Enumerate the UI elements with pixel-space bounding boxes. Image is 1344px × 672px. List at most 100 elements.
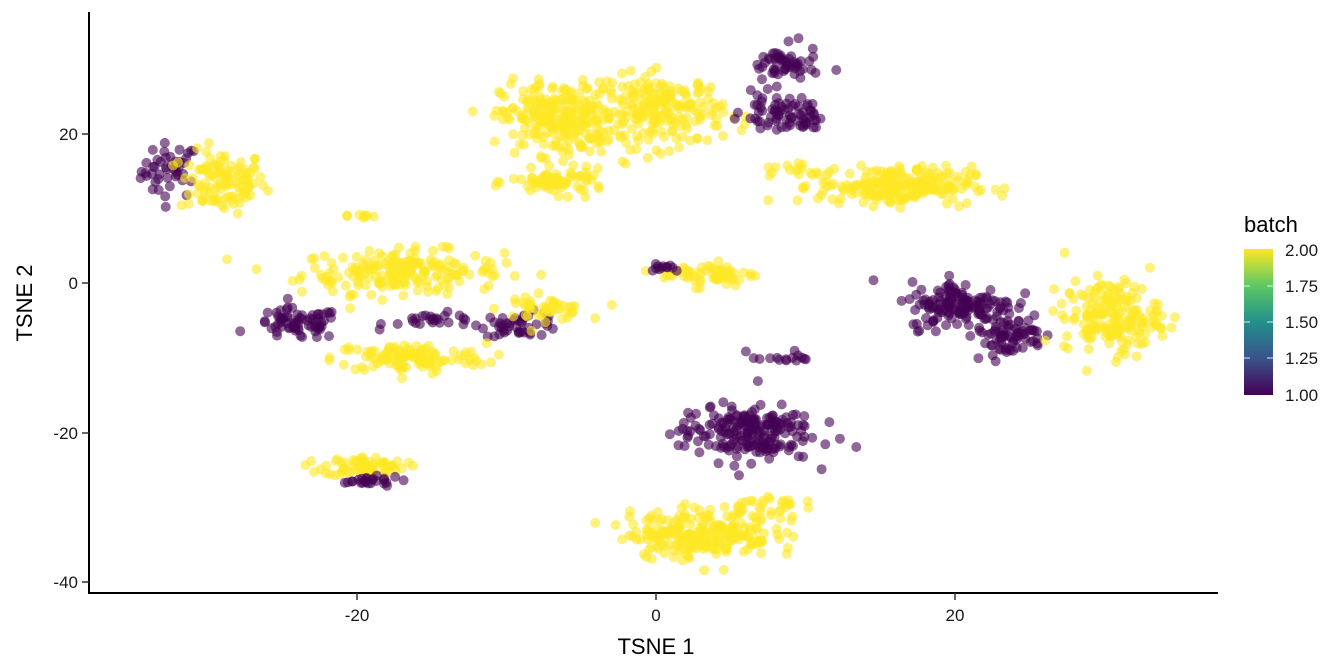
data-point [954,201,965,212]
data-point [398,352,409,363]
data-point [517,94,528,105]
data-point [666,112,677,123]
data-point [797,159,808,170]
data-point [364,246,375,256]
data-point [810,67,821,78]
data-point [606,299,617,310]
data-point [338,359,349,370]
data-point [201,161,212,172]
data-point [771,439,782,450]
data-point [147,144,158,155]
data-point [718,564,729,575]
data-point [659,131,670,142]
data-point [975,309,986,320]
data-point [359,261,370,272]
data-point [732,421,743,432]
data-point [1120,349,1131,360]
data-point [835,193,846,204]
legend-title: batch [1244,212,1298,237]
data-point [1028,336,1038,347]
data-point [604,112,615,123]
data-point [392,319,403,329]
data-point [1166,322,1177,333]
data-point [368,263,379,274]
data-point [384,358,395,369]
data-point [718,130,728,141]
scatter-points [135,33,1180,576]
data-point [667,126,678,136]
data-point [460,347,471,358]
data-point [573,123,583,134]
data-point [617,68,628,79]
data-point [351,251,362,262]
data-point [598,127,609,138]
data-point [775,513,786,524]
data-point [309,466,320,477]
data-point [904,294,915,305]
data-point [560,178,571,189]
data-point [160,191,171,202]
data-point [868,275,879,286]
data-point [895,203,906,213]
data-point [816,464,827,475]
data-point [204,170,215,181]
data-point [1008,345,1019,356]
data-point [562,191,573,202]
data-point [631,109,642,120]
data-point [384,461,395,472]
data-point [703,94,714,105]
data-point [538,139,549,149]
data-point [805,167,816,178]
data-point [764,453,775,464]
data-point [656,513,667,524]
data-point [255,172,266,182]
data-point [364,272,374,283]
data-point [775,505,786,516]
data-point [748,496,759,507]
data-point [748,353,759,364]
data-point [464,355,475,366]
data-point [323,279,334,290]
data-point [534,81,545,92]
data-point [963,305,974,316]
data-point [1011,331,1021,342]
data-point [547,83,557,94]
data-point [478,265,489,276]
data-point [434,317,445,328]
data-point [960,280,971,290]
data-point [389,279,400,290]
data-point [421,358,432,369]
data-point [369,346,380,356]
x-axis-ticks: -20 0 20 [345,593,964,625]
data-point [532,133,542,144]
data-point [665,92,676,103]
data-point [642,152,653,163]
data-point [677,131,688,142]
data-point [763,195,774,206]
data-point [921,313,931,324]
data-point [956,183,967,194]
data-point [729,460,740,471]
data-point [647,106,658,117]
data-point [655,148,666,159]
data-point [680,120,691,130]
data-point [638,127,649,138]
data-point [776,399,787,410]
data-point [240,186,251,197]
y-tick-label: -40 [53,573,78,592]
data-point [757,105,768,116]
y-tick-label: -20 [53,424,78,443]
data-point [337,465,348,476]
data-point [990,184,1001,195]
data-point [664,539,675,550]
data-point [395,266,406,277]
data-point [704,402,715,413]
data-point [686,541,697,552]
data-point [272,330,282,341]
data-point [944,270,955,281]
data-point [996,330,1007,341]
data-point [251,264,262,275]
data-point [499,91,510,102]
data-point [945,289,956,300]
data-point [1106,323,1117,334]
